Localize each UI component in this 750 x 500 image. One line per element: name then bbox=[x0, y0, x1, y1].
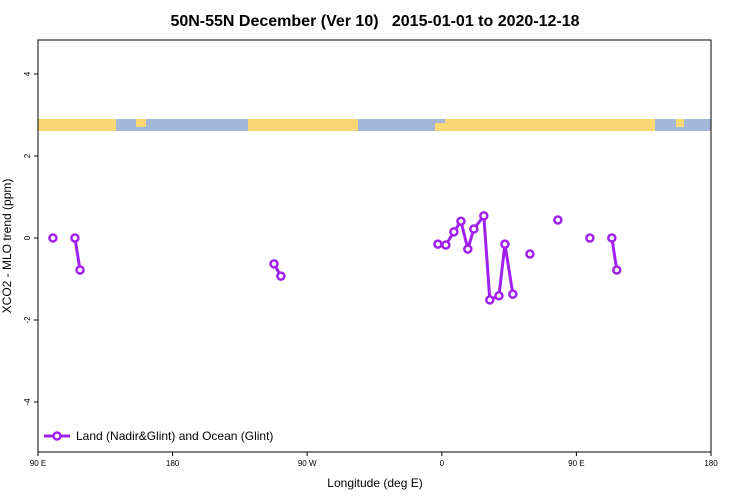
data-point bbox=[433, 239, 443, 249]
data-point bbox=[553, 215, 563, 225]
y-tick-label: -4 bbox=[23, 398, 32, 406]
land-band bbox=[676, 119, 684, 127]
data-point bbox=[463, 244, 473, 254]
data-point bbox=[456, 216, 466, 226]
data-point bbox=[276, 271, 286, 281]
data-point bbox=[494, 291, 504, 301]
chart-title: 50N-55N December (Ver 10) 2015-01-01 to … bbox=[170, 13, 579, 30]
plot-frame bbox=[37, 39, 712, 453]
data-point bbox=[525, 249, 535, 259]
data-point bbox=[48, 233, 58, 243]
legend-label: Land (Nadir&Glint) and Ocean (Glint) bbox=[76, 429, 273, 443]
land-band bbox=[136, 119, 146, 127]
data-point bbox=[469, 224, 479, 234]
data-point bbox=[485, 295, 495, 305]
data-point bbox=[508, 289, 518, 299]
data-point bbox=[479, 211, 489, 221]
y-tick-label: 4 bbox=[23, 71, 32, 76]
y-tick-label: 0 bbox=[23, 235, 32, 240]
x-tick-label: 90 E bbox=[568, 459, 584, 468]
data-point bbox=[500, 239, 510, 249]
data-point bbox=[269, 259, 279, 269]
y-tick-label: 2 bbox=[23, 153, 32, 158]
y-tick-label: -2 bbox=[23, 316, 32, 324]
data-point bbox=[441, 240, 451, 250]
data-point bbox=[449, 227, 459, 237]
land-band bbox=[248, 119, 358, 131]
x-tick-label: 180 bbox=[704, 459, 718, 468]
legend-marker bbox=[52, 431, 62, 441]
data-point bbox=[585, 233, 595, 243]
x-tick-label: 180 bbox=[166, 459, 180, 468]
x-tick-label: 0 bbox=[440, 459, 445, 468]
data-point bbox=[70, 233, 80, 243]
data-point bbox=[612, 265, 622, 275]
data-point bbox=[607, 233, 617, 243]
data-point bbox=[75, 265, 85, 275]
x-tick-label: 90 W bbox=[298, 459, 317, 468]
land-band bbox=[38, 119, 116, 131]
land-band bbox=[445, 119, 655, 131]
series-line bbox=[73, 214, 619, 302]
y-axis-label: XCO2 - MLO trend (ppm) bbox=[0, 179, 14, 314]
land-ocean-strip bbox=[38, 119, 711, 131]
x-axis-label: Longitude (deg E) bbox=[327, 476, 422, 490]
land-band bbox=[435, 123, 445, 131]
x-tick-label: 90 E bbox=[30, 459, 46, 468]
